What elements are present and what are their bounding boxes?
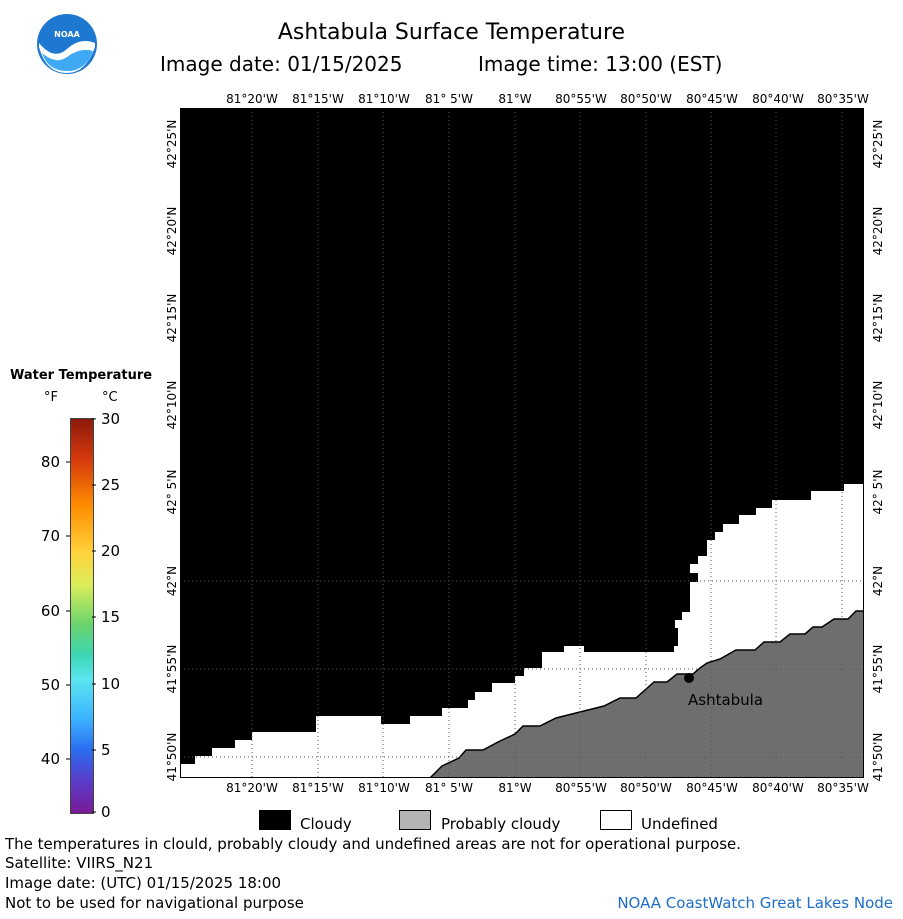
map-area — [180, 108, 864, 778]
city-marker — [684, 673, 694, 683]
lon-label-bottom: 81° 5'W — [425, 781, 473, 795]
lon-label-top: 81°15'W — [292, 92, 344, 106]
key-probably-cloudy-label: Probably cloudy — [441, 815, 561, 833]
disclaimer: The temperatures in clould, probably clo… — [5, 835, 742, 853]
lon-label-top: 81°20'W — [226, 92, 278, 106]
lon-label-bottom: 81°20'W — [226, 781, 278, 795]
lat-label-right: 41°55'N — [871, 644, 885, 694]
credit[interactable]: NOAA CoastWatch Great Lakes Node — [617, 894, 893, 912]
lat-label-right: 42°15'N — [871, 293, 885, 343]
logo-text: NOAA — [54, 30, 80, 39]
lat-label-right: 42°25'N — [871, 119, 885, 169]
lon-label-bottom: 81°W — [498, 781, 532, 795]
key-undefined-swatch — [600, 810, 632, 830]
lat-label-left: 42°20'N — [165, 206, 179, 256]
lon-label-top: 81°W — [498, 92, 532, 106]
map-border — [180, 108, 864, 778]
legend-unit-f: °F — [44, 390, 58, 405]
legend-tick: 0 — [101, 803, 111, 821]
land-region — [428, 610, 864, 778]
lon-label-top: 81° 5'W — [425, 92, 473, 106]
color-bar — [70, 418, 94, 814]
lat-label-left: 41°55'N — [165, 644, 179, 694]
legend-tick: 80 — [40, 453, 60, 471]
lat-label-left: 41°50'N — [165, 732, 179, 782]
image-date: Image date: 01/15/2025 — [160, 52, 403, 76]
lon-label-bottom: 81°10'W — [358, 781, 410, 795]
city-label: Ashtabula — [688, 691, 764, 709]
lat-label-left: 42°10'N — [165, 380, 179, 430]
lat-label-right: 42°N — [871, 565, 885, 597]
key-cloudy-swatch — [259, 810, 291, 830]
lon-label-bottom: 80°35'W — [817, 781, 869, 795]
legend-tick: 50 — [40, 676, 60, 694]
lat-label-right: 42°10'N — [871, 380, 885, 430]
legend-tick: 40 — [40, 750, 60, 768]
legend-title: Water Temperature — [10, 368, 153, 383]
lat-label-left: 42°15'N — [165, 293, 179, 343]
lon-label-bottom: 80°50'W — [620, 781, 672, 795]
key-cloudy-label: Cloudy — [300, 815, 352, 833]
legend-tick: 10 — [101, 675, 121, 693]
lon-label-bottom: 81°15'W — [292, 781, 344, 795]
legend-tick: 25 — [101, 476, 121, 494]
lon-label-top: 80°55'W — [555, 92, 607, 106]
legend-tick: 30 — [101, 410, 121, 428]
key-undefined-label: Undefined — [641, 815, 718, 833]
lon-label-top: 80°35'W — [817, 92, 869, 106]
navigation-warning: Not to be used for navigational purpose — [5, 894, 304, 912]
legend-tick: 5 — [101, 741, 111, 759]
lat-label-left: 42°25'N — [165, 119, 179, 169]
page-title: Ashtabula Surface Temperature — [277, 20, 626, 45]
lon-label-top: 80°50'W — [620, 92, 672, 106]
lon-label-bottom: 80°40'W — [752, 781, 804, 795]
lon-label-bottom: 80°45'W — [686, 781, 738, 795]
lon-label-top: 80°45'W — [686, 92, 738, 106]
color-bar-ticks — [66, 418, 96, 813]
lat-label-left: 42° 5'N — [165, 469, 179, 515]
image-time: Image time: 13:00 (EST) — [478, 52, 723, 76]
legend-tick: 20 — [101, 542, 121, 560]
cloud-region — [180, 108, 864, 764]
legend-tick: 15 — [101, 608, 121, 626]
key-probably-cloudy-swatch — [399, 810, 431, 830]
utc-date: Image date: (UTC) 01/15/2025 18:00 — [5, 874, 282, 892]
lat-label-right: 41°50'N — [871, 732, 885, 782]
satellite: Satellite: VIIRS_N21 — [5, 854, 154, 872]
legend-tick: 70 — [40, 527, 60, 545]
lon-label-top: 80°40'W — [752, 92, 804, 106]
lon-label-top: 81°10'W — [358, 92, 410, 106]
legend-tick: 60 — [40, 602, 60, 620]
legend-unit-c: °C — [102, 390, 118, 405]
noaa-logo-icon: NOAA — [37, 14, 97, 74]
lat-label-left: 42°N — [165, 565, 179, 597]
lat-label-right: 42° 5'N — [871, 469, 885, 515]
lat-label-right: 42°20'N — [871, 206, 885, 256]
lon-label-bottom: 80°55'W — [555, 781, 607, 795]
